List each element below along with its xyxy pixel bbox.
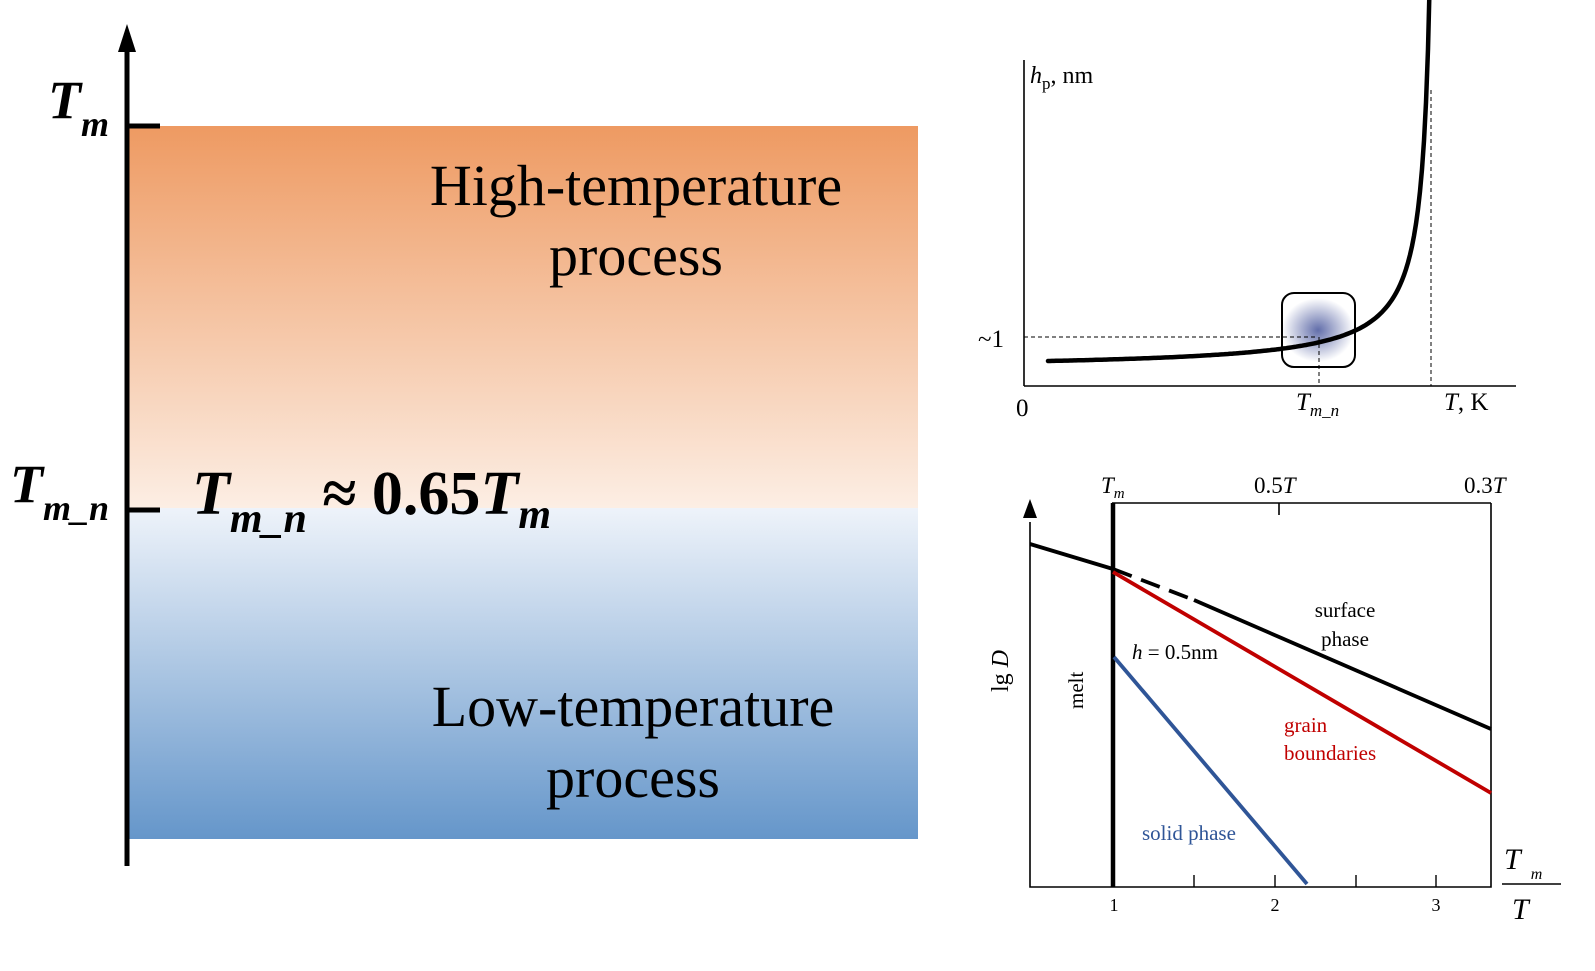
axis-arrow-icon xyxy=(118,24,136,52)
x-tick-label-1: 1 xyxy=(1110,895,1119,915)
highlight-blur xyxy=(1282,298,1354,362)
solid-phase-label: solid phase xyxy=(1142,821,1236,845)
h-value-label: h = 0.5nm xyxy=(1132,640,1218,664)
lgd-axis-label: lg D xyxy=(988,650,1014,692)
grain-boundaries-label: grain xyxy=(1284,713,1328,737)
low-temperature-band xyxy=(128,508,918,839)
grain-boundaries-label-2: boundaries xyxy=(1284,741,1376,765)
top-tick-label-05t: 0.5T xyxy=(1254,473,1298,498)
low-band-title: Low-temperature xyxy=(432,674,835,739)
surface-phase-dash xyxy=(1112,567,1195,602)
top-tick-label-tm: Tm xyxy=(1101,473,1125,502)
temperature-scale-panel: Tm Tm_n Tm_n ≈ 0.65Tm High-temperature p… xyxy=(10,24,918,866)
high-band-subtitle: process xyxy=(549,223,723,288)
surface-phase-line-left xyxy=(1029,542,1114,571)
surface-phase-line xyxy=(1193,598,1492,731)
high-band-title: High-temperature xyxy=(430,153,842,218)
surface-phase-label-2: phase xyxy=(1321,627,1369,651)
tmn-label: Tm_n xyxy=(10,454,109,528)
tm-over-t-denominator: T xyxy=(1512,893,1531,926)
relation-formula: Tm_n ≈ 0.65Tm xyxy=(192,460,551,542)
x-tick-label-2: 2 xyxy=(1271,895,1280,915)
lgd-axis-arrow-icon xyxy=(1023,499,1037,518)
y-marker-label: ~1 xyxy=(978,326,1004,353)
high-temperature-band xyxy=(128,126,918,508)
plot-frame xyxy=(1029,503,1492,888)
origin-label: 0 xyxy=(1016,395,1029,422)
grain-boundaries-line xyxy=(1112,570,1492,795)
low-band-subtitle: process xyxy=(546,745,720,810)
temperature-axis-label: T, K xyxy=(1444,389,1488,416)
melt-label: melt xyxy=(1064,672,1088,709)
hp-curve xyxy=(1045,0,1432,364)
x-tick-label-3: 3 xyxy=(1432,895,1441,915)
diffusion-chart: Tm 0.5T 0.3T 1 2 3 lg D melt h = 0.5nm s… xyxy=(988,473,1561,926)
solid-phase-line xyxy=(1112,655,1309,886)
top-tick-label-03t: 0.3T xyxy=(1464,473,1508,498)
thickness-chart: hp, nm ~1 0 Tm_n T, K xyxy=(978,0,1516,422)
hp-axis-label: hp, nm xyxy=(1030,63,1094,93)
tm-label: Tm xyxy=(48,70,109,144)
tmn-axis-label: Tm_n xyxy=(1296,389,1339,420)
surface-phase-label: surface xyxy=(1315,598,1376,622)
